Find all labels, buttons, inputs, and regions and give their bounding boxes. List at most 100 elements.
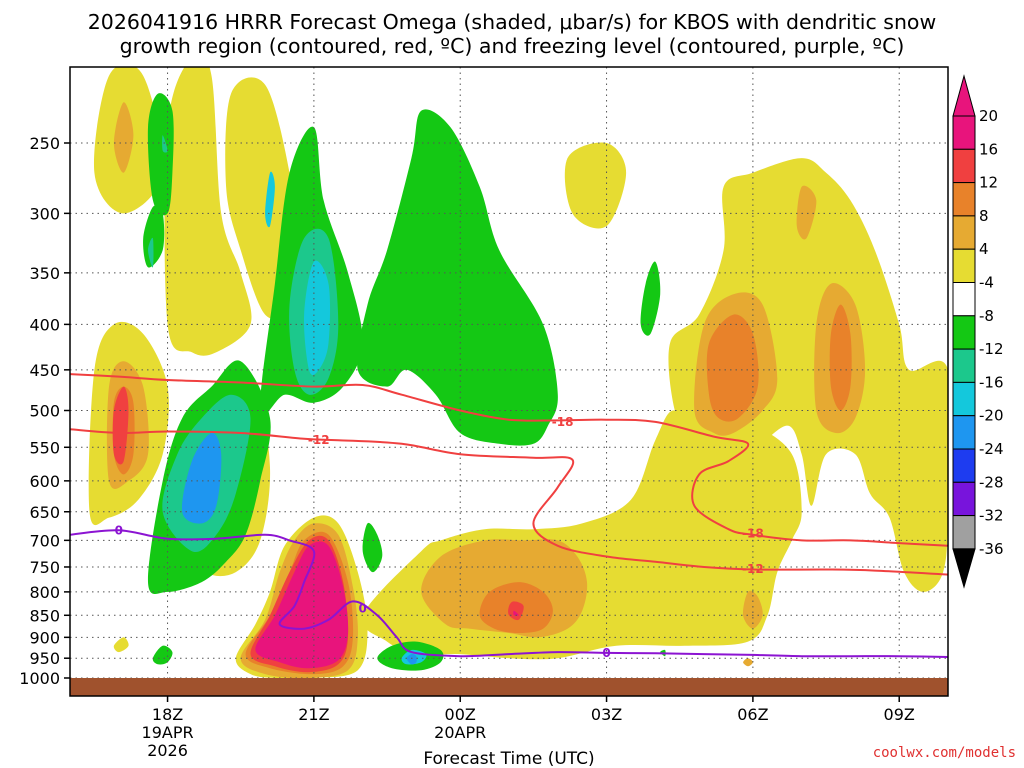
colorbar-label-m28: -28 xyxy=(979,473,1004,491)
omega-region-t12 xyxy=(162,135,168,153)
omega-region-o12 xyxy=(829,304,852,411)
x-tick-label-21Z: 21Z xyxy=(298,705,329,724)
colorbar-swatch-10 xyxy=(952,448,976,483)
colorbar-label-m36: -36 xyxy=(979,540,1004,558)
colorbar-swatch-8 xyxy=(952,381,976,417)
colorbar-swatch-5 xyxy=(952,282,976,317)
omega-region-o12 xyxy=(706,314,759,422)
colorbar-top-arrow xyxy=(952,74,976,117)
omega-region-b20 xyxy=(406,654,417,665)
x-axis-title: Forecast Time (UTC) xyxy=(423,749,594,768)
omega-region-y4 xyxy=(564,142,627,229)
chart-title-line-2: growth region (contoured, red, ºC) and f… xyxy=(120,34,905,58)
colorbar-swatch-7 xyxy=(952,348,976,383)
colorbar-swatch-1 xyxy=(952,148,976,184)
pressure-axis: 250 300 350 400 450 500 550 600 650 700 750 800 850 9… xyxy=(19,134,70,688)
colorbar-legend: 20 16 12 8 4 -4 -8 -12 -16 -20 -24 -28 -32 -36 xyxy=(952,74,1004,589)
x-tick-label-06Z: 06Z xyxy=(737,705,768,724)
omega-region-t12 xyxy=(148,237,154,268)
omega-region-y4 xyxy=(225,77,295,319)
colorbar-swatch-11 xyxy=(952,481,976,517)
colorbar-label-m32: -32 xyxy=(979,507,1004,525)
colorbar-swatch-6 xyxy=(952,315,976,350)
y-tick-label-950: 950 xyxy=(29,649,60,668)
colorbar-label-m8: -8 xyxy=(979,307,994,325)
x-tick-label-03Z: 03Z xyxy=(591,705,622,724)
omega-region-r16 xyxy=(112,386,129,465)
colorbar-swatch-3 xyxy=(952,215,976,250)
y-tick-label-250: 250 xyxy=(29,134,60,153)
colorbar-label-12: 12 xyxy=(979,174,998,192)
y-tick-label-800: 800 xyxy=(29,583,60,602)
omega-region-r16 xyxy=(508,601,524,621)
colorbar-label-8: 8 xyxy=(979,207,989,225)
colorbar-label-20: 20 xyxy=(979,107,998,125)
x-tick-date-18Z: 19APR xyxy=(142,723,194,742)
omega-region-c16 xyxy=(303,260,331,376)
omega-region-y4 xyxy=(668,158,948,592)
omega-region-g8 xyxy=(640,261,661,336)
omega-region-b20 xyxy=(181,432,222,524)
omega-region-g8 xyxy=(147,93,174,216)
ground-surface xyxy=(70,678,948,696)
omega-region-y4 xyxy=(164,67,252,356)
chart-title-line-1: 2026041916 HRRR Forecast Omega (shaded, … xyxy=(88,10,937,34)
temperature-contours: -18 -18 -12 -12 0 0 0 xyxy=(70,373,948,660)
freezing-level-contour-label: 0 xyxy=(358,601,366,615)
freezing-level-contour xyxy=(70,529,948,658)
omega-region-y8 xyxy=(742,590,763,629)
plot-frame xyxy=(69,66,949,697)
y-tick-label-650: 650 xyxy=(29,503,60,522)
colorbar-swatch-9 xyxy=(952,415,976,450)
omega-region-y8 xyxy=(796,185,817,240)
y-tick-label-850: 850 xyxy=(29,606,60,625)
omega-region-g8 xyxy=(357,109,558,446)
dgz-contour-m12-label: -12 xyxy=(308,433,330,447)
colorbar-bottom-arrow xyxy=(952,548,976,589)
y-tick-label-750: 750 xyxy=(29,558,60,577)
dgz-contour-m18-label: -18 xyxy=(552,415,574,429)
x-tick-label-18Z: 18Z xyxy=(152,705,183,724)
dgz-contour-m12-label: -12 xyxy=(742,562,764,576)
x-tick-date-00Z: 20APR xyxy=(434,723,486,742)
y-tick-label-400: 400 xyxy=(29,315,60,334)
colorbar-label-m12: -12 xyxy=(979,340,1004,358)
site-credit: coolwx.com/models xyxy=(873,745,1016,761)
y-tick-label-450: 450 xyxy=(29,361,60,380)
y-tick-label-350: 350 xyxy=(29,264,60,283)
colorbar-label-4: 4 xyxy=(979,240,989,258)
y-tick-label-500: 500 xyxy=(29,402,60,421)
omega-shaded-regions xyxy=(88,67,948,679)
dgz-contour-m12 xyxy=(70,428,948,576)
y-tick-label-1000: 1000 xyxy=(19,669,60,688)
x-tick-label-09Z: 09Z xyxy=(884,705,915,724)
y-tick-label-300: 300 xyxy=(29,204,60,223)
y-tick-label-550: 550 xyxy=(29,438,60,457)
colorbar-swatch-2 xyxy=(952,182,976,217)
omega-region-c16 xyxy=(265,171,275,228)
colorbar-label-m16: -16 xyxy=(979,373,1004,391)
y-tick-label-600: 600 xyxy=(29,472,60,491)
omega-region-g8 xyxy=(362,522,383,573)
colorbar-label-m20: -20 xyxy=(979,407,1004,425)
omega-region-m20 xyxy=(255,541,349,669)
omega-region-y8 xyxy=(113,102,134,173)
freezing-level-contour-label: 0 xyxy=(602,646,610,660)
colorbar-swatch-13 xyxy=(952,515,976,550)
colorbar-label-m24: -24 xyxy=(979,440,1004,458)
x-tick-year-18Z: 2026 xyxy=(147,741,188,760)
omega-region-y8 xyxy=(743,658,753,667)
x-tick-label-00Z: 00Z xyxy=(445,705,476,724)
y-tick-label-900: 900 xyxy=(29,628,60,647)
omega-region-y4 xyxy=(113,637,129,653)
freezing-level-contour-label: 0 xyxy=(115,523,123,537)
omega-region-m20 xyxy=(513,610,519,616)
y-tick-label-700: 700 xyxy=(29,531,60,550)
colorbar-label-m4: -4 xyxy=(979,274,994,292)
colorbar-swatch-4 xyxy=(952,248,976,283)
dgz-contour-m18 xyxy=(70,373,948,547)
dgz-contour-m18-label: -18 xyxy=(742,527,764,541)
colorbar-swatch-0 xyxy=(952,115,976,150)
